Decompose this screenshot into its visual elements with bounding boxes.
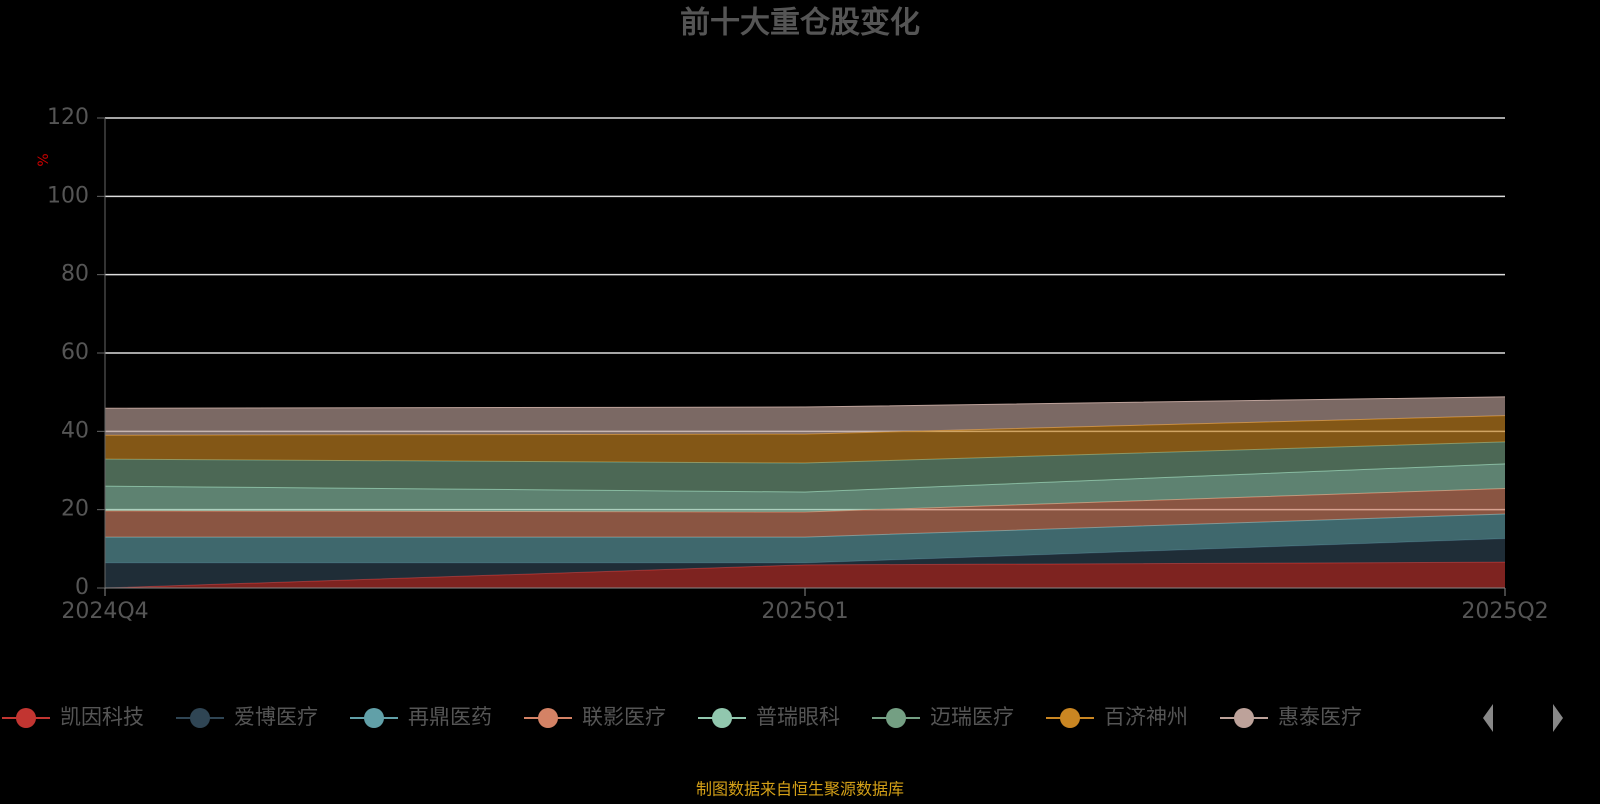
legend-label: 百济神州 bbox=[1104, 705, 1188, 729]
legend-label: 迈瑞医疗 bbox=[930, 705, 1014, 729]
legend-marker bbox=[538, 708, 558, 728]
area-fill bbox=[105, 441, 1505, 493]
area-edge bbox=[104, 463, 1506, 493]
y-tick-label: 20 bbox=[61, 497, 89, 522]
legend-label: 凯因科技 bbox=[60, 705, 144, 729]
source-note: 制图数据来自恒生聚源数据库 bbox=[696, 780, 904, 799]
legend-marker bbox=[712, 708, 732, 728]
legend-label: 普瑞眼科 bbox=[756, 705, 840, 729]
area-fill bbox=[105, 562, 1505, 588]
y-tick-label: 60 bbox=[61, 340, 89, 365]
area-fill bbox=[105, 513, 1505, 563]
area-fill bbox=[105, 463, 1505, 513]
y-tick-label: 40 bbox=[61, 418, 89, 443]
x-tick-label: 2025Q1 bbox=[761, 599, 848, 624]
areas bbox=[104, 396, 1506, 589]
chart-title: 前十大重仓股变化 bbox=[680, 6, 920, 41]
area-edge bbox=[104, 561, 1506, 589]
x-tick-label: 2025Q2 bbox=[1461, 599, 1548, 624]
y-tick-label: 80 bbox=[61, 262, 89, 287]
legend-label: 再鼎医药 bbox=[408, 705, 492, 729]
y-tick-label: 100 bbox=[47, 183, 89, 208]
legend-marker bbox=[886, 708, 906, 728]
area-fill bbox=[105, 415, 1505, 464]
y-axis-label: % bbox=[36, 153, 52, 166]
legend-label: 惠泰医疗 bbox=[1278, 705, 1362, 729]
legend-marker bbox=[1060, 708, 1080, 728]
x-tick-label: 2024Q4 bbox=[61, 599, 148, 624]
legend-marker bbox=[1234, 708, 1254, 728]
area-fill bbox=[105, 396, 1505, 436]
legend-next[interactable] bbox=[1553, 704, 1563, 732]
legend-label: 爱博医疗 bbox=[234, 705, 318, 729]
area-edge bbox=[104, 396, 1506, 409]
legend-marker bbox=[364, 708, 384, 728]
legend-marker bbox=[190, 708, 210, 728]
y-tick-label: 0 bbox=[75, 575, 89, 600]
legend-label: 联影医疗 bbox=[582, 705, 666, 729]
y-tick-label: 120 bbox=[47, 105, 89, 130]
legend-prev[interactable] bbox=[1483, 704, 1493, 732]
legend-marker bbox=[16, 708, 36, 728]
area-edge bbox=[104, 488, 1506, 513]
